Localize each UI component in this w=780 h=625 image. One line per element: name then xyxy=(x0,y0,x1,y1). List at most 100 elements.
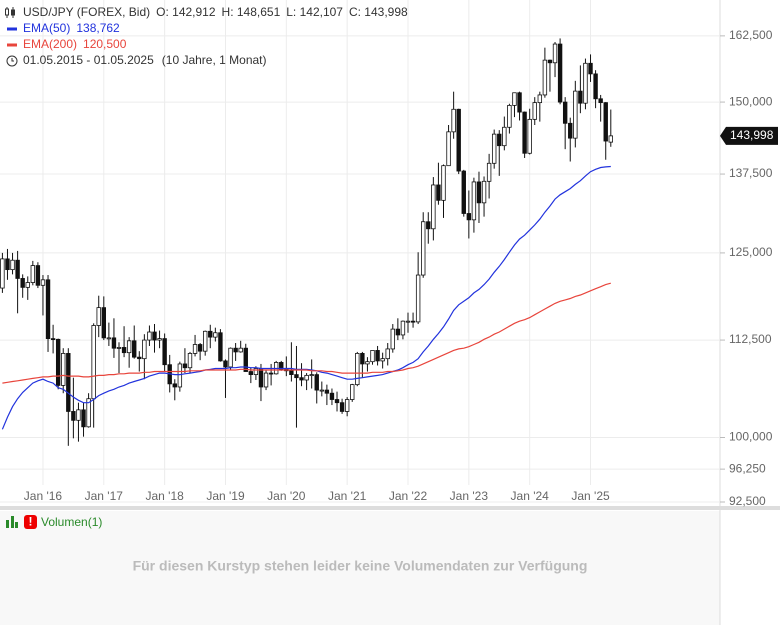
candle-body xyxy=(279,362,284,370)
y-tick-label: 162,500 xyxy=(729,28,773,42)
candle-body xyxy=(157,338,162,341)
candle-body xyxy=(573,90,578,139)
candle-body xyxy=(96,307,101,326)
candle-body xyxy=(436,184,441,201)
y-tick-label: 96,250 xyxy=(729,461,766,475)
candle-body xyxy=(517,92,522,113)
date-range-line: 01.05.2015 - 01.05.2025 (10 Jahre, 1 Mona… xyxy=(23,53,267,67)
close-label: C: 143,998 xyxy=(349,5,408,19)
x-tick-label: Jan '19 xyxy=(206,489,245,503)
ema-line xyxy=(2,282,611,384)
candle-body xyxy=(30,265,36,283)
plot-area: 162,500 150,000 137,500 125,000 112,500 100,0… xyxy=(0,0,773,508)
candle-body xyxy=(319,389,325,392)
candle-body xyxy=(258,368,264,388)
candle-body xyxy=(344,399,350,412)
date-span: (10 Jahre, 1 Monat) xyxy=(162,53,267,67)
candle-body xyxy=(182,363,188,369)
candle-body xyxy=(532,102,537,120)
candle-body xyxy=(314,374,319,391)
candle-body xyxy=(45,279,51,339)
candle-body xyxy=(339,402,345,412)
candle-body xyxy=(598,98,603,104)
candle-body xyxy=(365,361,370,365)
candle-body xyxy=(491,133,497,164)
candle-body xyxy=(177,363,183,388)
legend-name: EMA(200) xyxy=(23,37,77,51)
legend-entry: EMA(50) 138,762 xyxy=(23,21,120,35)
candle-body xyxy=(375,350,380,362)
candle-body xyxy=(557,43,563,103)
candle-body xyxy=(507,104,512,128)
candle-body xyxy=(263,372,269,388)
candle-body xyxy=(583,62,588,104)
candle-body xyxy=(578,90,583,104)
x-tick-label: Jan '20 xyxy=(267,489,306,503)
y-tick-label: 125,000 xyxy=(729,245,773,259)
candle-body xyxy=(218,332,223,362)
candle-body xyxy=(162,338,167,366)
volume-title: Volumen(1) xyxy=(41,515,102,529)
candle-body xyxy=(233,347,238,353)
candle-body xyxy=(40,279,46,286)
candle-body xyxy=(603,102,608,142)
candle-body xyxy=(370,350,375,363)
candle-body xyxy=(111,337,117,349)
candle-body xyxy=(55,338,61,386)
header: USD/JPY (FOREX, Bid) O: 142,912 H: 148,651… xyxy=(5,5,408,67)
candle-body xyxy=(441,165,446,201)
candle-body xyxy=(299,377,304,381)
candle-body xyxy=(568,122,573,139)
warning-mark: ! xyxy=(29,515,33,529)
candle-body xyxy=(350,384,355,400)
candle-body xyxy=(0,258,5,289)
candle-body xyxy=(289,370,294,376)
candle-body xyxy=(446,131,451,167)
candle-body xyxy=(471,181,477,221)
candle-body xyxy=(10,259,15,271)
candle-body xyxy=(223,360,228,368)
legend-name: EMA(50) xyxy=(23,21,70,35)
x-tick-label: Jan '24 xyxy=(511,489,550,503)
x-tick-label: Jan '21 xyxy=(328,489,367,503)
candle-body xyxy=(486,162,492,182)
x-tick-label: Jan '16 xyxy=(24,489,63,503)
candle-body xyxy=(410,320,416,323)
candle-body xyxy=(593,73,598,100)
candle-body xyxy=(172,383,177,388)
candle-body xyxy=(238,347,243,353)
legend-entry: EMA(200) 120,500 xyxy=(23,37,127,51)
candle-body xyxy=(461,170,466,214)
candle-body xyxy=(385,348,390,360)
candle-body xyxy=(187,353,193,369)
volume-icon xyxy=(15,522,18,528)
candle-body xyxy=(537,94,543,104)
candle-body xyxy=(208,330,213,338)
candle-body xyxy=(309,374,314,377)
candle-body xyxy=(15,259,20,279)
candle-body xyxy=(142,339,147,360)
candle-body xyxy=(35,265,41,286)
header-line: USD/JPY (FOREX, Bid) O: 142,912 H: 148,651… xyxy=(23,5,408,19)
candle-body xyxy=(466,213,472,221)
volume-background xyxy=(0,511,720,625)
candle-body xyxy=(106,337,112,340)
candle-body xyxy=(81,409,86,428)
price-tag xyxy=(720,126,778,145)
candle-body xyxy=(66,353,71,412)
candle-body xyxy=(522,111,527,154)
warning-icon xyxy=(24,515,37,529)
candle-body xyxy=(552,43,558,64)
candle-body xyxy=(228,347,233,368)
candle-body xyxy=(562,101,568,124)
candle-body xyxy=(20,278,25,288)
candle-body xyxy=(152,331,157,341)
candle-body xyxy=(400,320,406,336)
candle-body xyxy=(512,92,517,106)
y-tick-label: 137,500 xyxy=(729,166,773,180)
candle-body xyxy=(268,372,274,375)
candle-body xyxy=(497,133,502,147)
y-tick-label: 150,000 xyxy=(729,94,773,108)
candle-body xyxy=(405,320,411,323)
